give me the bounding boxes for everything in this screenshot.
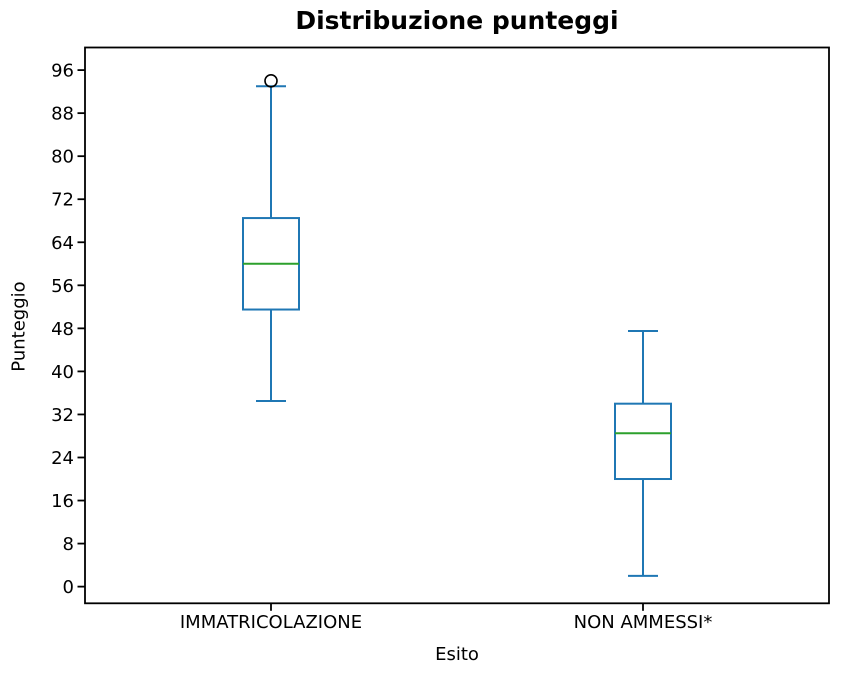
chart-title: Distribuzione punteggi bbox=[295, 6, 619, 35]
x-tick-label-immatricolazione: IMMATRICOLAZIONE bbox=[179, 612, 363, 633]
y-tick-label: 24 bbox=[51, 448, 74, 469]
y-tick-label: 88 bbox=[51, 104, 74, 125]
outlier-marker bbox=[264, 74, 278, 88]
y-tick-label: 56 bbox=[51, 276, 74, 297]
y-tick-label: 32 bbox=[51, 405, 74, 426]
y-tick-label: 8 bbox=[63, 534, 74, 555]
y-tick-label: 64 bbox=[51, 233, 74, 254]
x-axis-label: Esito bbox=[435, 644, 479, 665]
y-tick-label: 48 bbox=[51, 319, 74, 340]
axes-frame bbox=[84, 46, 830, 605]
x-tick-label-non-ammessi: NON AMMESSI* bbox=[573, 612, 713, 633]
y-tick-label: 80 bbox=[51, 147, 74, 168]
y-axis-label: Punteggio bbox=[8, 281, 30, 372]
box bbox=[614, 402, 672, 481]
y-tick-label: 96 bbox=[51, 61, 74, 82]
y-tick-label: 72 bbox=[51, 190, 74, 211]
y-tick-label: 16 bbox=[51, 491, 74, 512]
y-tick-label: 0 bbox=[63, 577, 74, 598]
y-tick-label: 40 bbox=[51, 362, 74, 383]
